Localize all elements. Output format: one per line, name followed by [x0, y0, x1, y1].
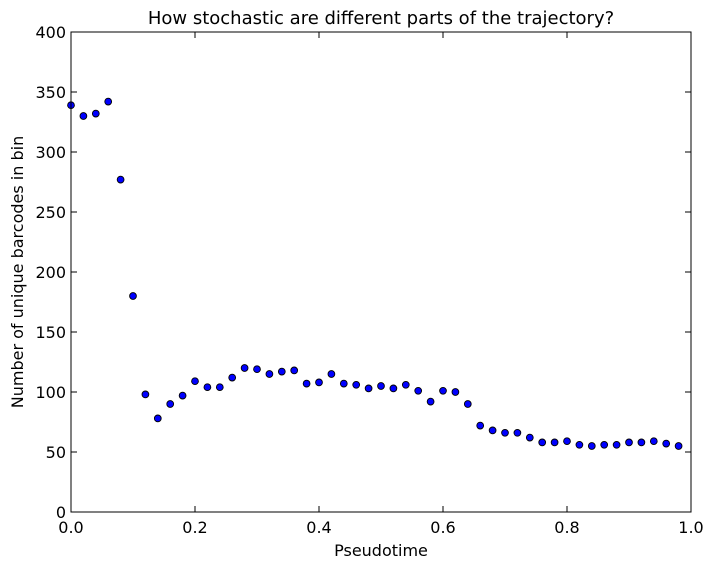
data-points [67, 97, 683, 450]
data-point [215, 383, 224, 392]
x-tick-label: 0.4 [306, 518, 331, 537]
y-tick-label: 400 [35, 23, 66, 42]
data-point [153, 414, 162, 423]
data-point [116, 175, 125, 184]
data-point [401, 380, 410, 389]
data-point [426, 397, 435, 406]
data-point [662, 439, 671, 448]
y-tick-label: 150 [35, 323, 66, 342]
x-tick-label: 0.2 [182, 518, 207, 537]
axis-ticks: 0.0 0.2 0.4 0.6 0.8 1.0 0 50 100 150 200 250 300 350 4… [35, 23, 703, 537]
data-point [612, 440, 621, 449]
data-point [587, 442, 596, 450]
y-tick-label: 300 [35, 143, 66, 162]
plot-frame [70, 31, 692, 513]
y-tick-label: 0 [56, 503, 66, 522]
data-point [525, 433, 534, 442]
data-point [674, 442, 683, 450]
data-point [129, 292, 137, 300]
data-point [600, 440, 609, 449]
data-point [625, 438, 633, 447]
x-tick-label: 1.0 [678, 518, 703, 537]
data-point [178, 391, 187, 400]
data-point [191, 377, 199, 386]
x-axis-label: Pseudotime [334, 541, 428, 560]
data-point [290, 366, 299, 375]
data-point [141, 390, 150, 399]
data-point [203, 383, 212, 392]
y-tick-label: 250 [35, 203, 66, 222]
data-point [563, 437, 571, 446]
data-point [476, 421, 485, 430]
chart-title: How stochastic are different parts of th… [148, 8, 614, 29]
data-point [79, 112, 88, 120]
y-tick-label: 350 [35, 83, 66, 102]
data-point [228, 373, 237, 382]
data-point [414, 386, 423, 395]
data-point [501, 428, 509, 437]
data-point [637, 438, 646, 447]
data-point [488, 426, 497, 435]
data-point [265, 370, 274, 378]
data-point [91, 109, 100, 118]
data-point [538, 438, 547, 447]
x-tick-label: 0.6 [430, 518, 455, 537]
data-point [352, 380, 361, 389]
y-tick-label: 200 [35, 263, 66, 282]
data-point [339, 379, 348, 388]
data-point [550, 438, 559, 447]
data-point [389, 384, 398, 393]
data-point [104, 97, 113, 106]
data-point [377, 382, 385, 390]
data-point [364, 384, 373, 393]
data-point [463, 400, 472, 408]
data-point [327, 370, 336, 378]
data-point [439, 386, 447, 395]
data-point [302, 379, 311, 388]
data-point [513, 428, 522, 437]
data-point [575, 440, 584, 449]
data-point [277, 367, 286, 376]
y-axis-label: Number of unique barcodes in bin [8, 136, 27, 408]
x-tick-label: 0.8 [554, 518, 579, 537]
y-tick-label: 50 [46, 443, 66, 462]
x-tick-label: 0.0 [58, 518, 83, 537]
data-point [166, 400, 175, 408]
data-point [451, 388, 460, 396]
data-point [253, 365, 261, 374]
y-tick-label: 100 [35, 383, 66, 402]
data-point [649, 437, 658, 446]
data-point [240, 364, 249, 372]
data-point [315, 378, 323, 387]
